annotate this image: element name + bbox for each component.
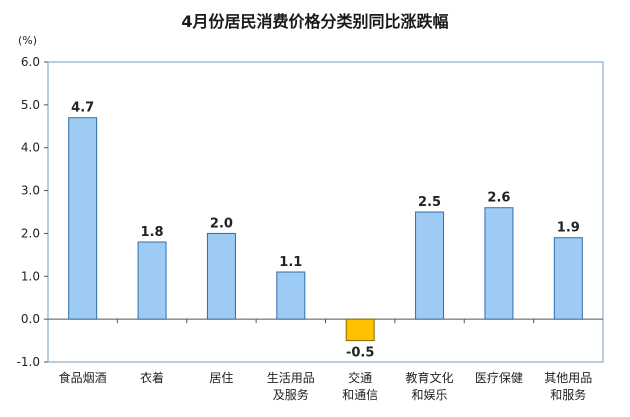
bar <box>345 318 375 342</box>
y-tick-label: 1.0 <box>21 269 40 283</box>
category-label: 教育文化 <box>406 370 454 385</box>
bar <box>276 271 306 320</box>
bar <box>553 237 583 320</box>
bar <box>68 117 98 320</box>
data-label: -0.5 <box>346 346 374 361</box>
category-label: 和通信 <box>342 388 378 402</box>
y-tick-label: -1.0 <box>17 355 40 369</box>
y-tick-label: 5.0 <box>21 98 40 112</box>
data-label: 1.9 <box>557 221 580 236</box>
plot-area-frame <box>47 61 604 363</box>
category-label: 其他用品 <box>544 371 592 385</box>
category-label: 及服务 <box>273 387 309 402</box>
bar <box>484 207 514 320</box>
y-axis-unit-label: (%) <box>18 34 37 47</box>
category-label: 和服务 <box>550 387 586 402</box>
y-tick-label: 2.0 <box>21 226 40 240</box>
category-label: 居住 <box>209 371 233 385</box>
bar <box>415 211 445 320</box>
category-label: 食品烟酒 <box>59 370 107 385</box>
category-label: 衣着 <box>140 370 164 385</box>
data-label: 1.8 <box>141 225 164 240</box>
data-label: 2.0 <box>210 216 233 231</box>
data-label: 2.6 <box>487 191 510 206</box>
y-tick-label: 6.0 <box>21 55 40 69</box>
bar <box>206 232 236 320</box>
category-label: 医疗保健 <box>475 371 523 385</box>
category-label: 生活用品 <box>267 371 315 385</box>
category-label: 交通 <box>348 370 372 385</box>
y-tick-label: 3.0 <box>21 184 40 198</box>
category-label: 和娱乐 <box>412 388 448 402</box>
data-label: 4.7 <box>71 101 94 116</box>
y-tick-label: 4.0 <box>21 141 40 155</box>
chart-title: 4月份居民消费价格分类别同比涨跌幅 <box>181 12 449 31</box>
y-tick-label: 0.0 <box>21 312 40 326</box>
data-label: 1.1 <box>279 255 302 270</box>
bar <box>137 241 167 320</box>
data-label: 2.5 <box>418 195 441 210</box>
